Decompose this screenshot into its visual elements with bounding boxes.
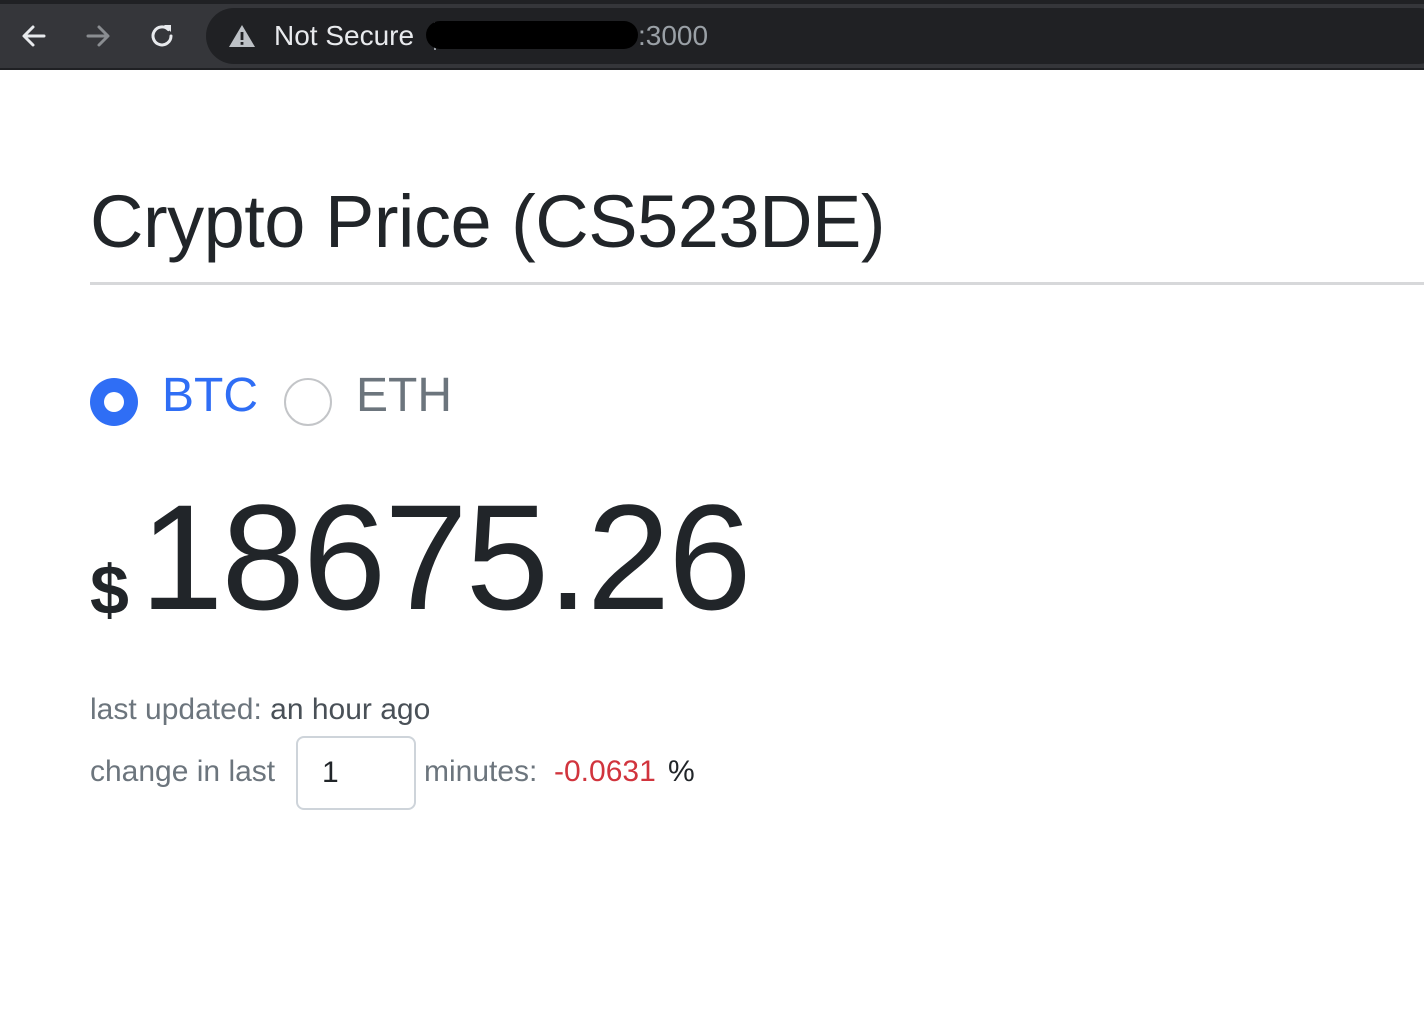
warning-triangle-icon[interactable] [228,24,256,48]
page-title: Crypto Price (CS523DE) [90,180,886,263]
title-divider [90,282,1424,285]
last-updated-line: last updated: an hour ago [90,690,430,730]
reload-button[interactable] [140,14,184,58]
forward-button[interactable] [76,14,120,58]
radio-label-btc[interactable]: BTC [162,369,258,422]
change-prefix-label: change in last [90,755,276,788]
arrow-left-icon [22,25,46,47]
change-value: -0.0631 [554,755,656,788]
security-status-text[interactable]: Not Secure [274,20,415,51]
change-suffix-label: minutes: [424,755,538,788]
back-button[interactable] [12,14,56,58]
last-updated-label: last updated: [90,693,262,726]
reload-icon [151,25,173,47]
url-port-text[interactable]: :3000 [638,20,709,51]
address-bar[interactable]: Not Secure :3000 [206,8,1424,64]
minutes-input[interactable] [296,736,416,810]
radio-label-eth[interactable]: ETH [356,369,452,422]
radio-button-btc[interactable] [90,378,138,426]
url-redaction [426,21,638,49]
arrow-right-icon [86,25,110,47]
browser-toolbar: Not Secure :3000 [0,0,1424,70]
last-updated-value: an hour ago [270,693,431,726]
price-currency-symbol: $ [90,551,129,629]
page-content: Crypto Price (CS523DE) BTC ETH $ 18675.2… [0,70,1424,1022]
price-value: 18675.26 [140,473,752,641]
change-unit: % [668,755,695,788]
radio-button-eth[interactable] [284,378,332,426]
